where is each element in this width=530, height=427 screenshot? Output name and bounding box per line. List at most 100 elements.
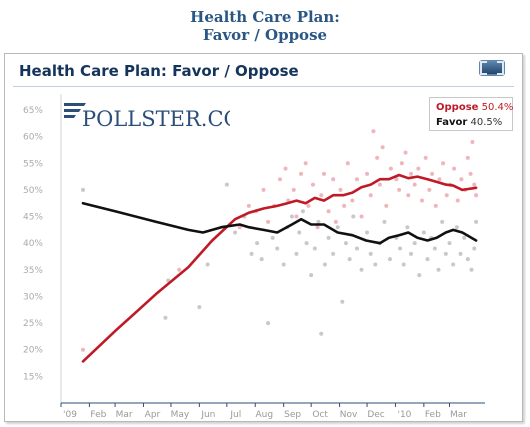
- poll-point-oppose: [441, 161, 446, 166]
- poll-point-favor: [80, 187, 85, 192]
- legend-name-oppose: Oppose: [436, 102, 479, 113]
- poll-point-favor: [197, 305, 202, 310]
- poll-point-oppose: [403, 150, 408, 155]
- poll-point-oppose: [375, 155, 380, 160]
- poll-point-favor: [354, 246, 359, 251]
- poll-point-oppose: [394, 177, 399, 182]
- poll-point-oppose: [326, 209, 331, 214]
- legend-item-oppose: Oppose 50.4%: [436, 100, 514, 115]
- poll-point-favor: [270, 235, 275, 240]
- poll-point-oppose: [380, 145, 385, 150]
- poll-point-oppose: [437, 177, 442, 182]
- poll-point-favor: [266, 321, 271, 326]
- poll-point-oppose: [468, 171, 473, 176]
- poll-point-favor: [205, 262, 210, 267]
- poll-point-oppose: [246, 203, 251, 208]
- x-tick-label: Dec: [367, 410, 384, 420]
- poll-point-oppose: [237, 225, 242, 230]
- legend-value-oppose: 50.4%: [481, 102, 514, 113]
- poll-point-oppose: [277, 177, 282, 182]
- poll-point-oppose: [283, 166, 288, 171]
- poll-point-favor: [409, 251, 414, 256]
- y-tick-label: 30%: [23, 292, 43, 302]
- poll-point-favor: [233, 230, 238, 235]
- poll-point-favor: [289, 214, 294, 219]
- poll-point-favor: [359, 267, 364, 272]
- x-tick-label: Feb: [425, 410, 441, 420]
- poll-point-oppose: [465, 155, 470, 160]
- legend-item-favor: Favor 40.5%: [436, 115, 512, 130]
- trend-chart: 15% 20% 25% 30% 35% 40% 45% 50% 55% 60% 65% '09 Feb M…: [23, 94, 485, 420]
- poll-point-favor: [340, 299, 345, 304]
- x-tick-label: Mar: [450, 410, 467, 420]
- poll-point-favor: [163, 315, 168, 320]
- poll-point-favor: [294, 251, 299, 256]
- poll-point-favor: [469, 267, 474, 272]
- poll-point-favor: [335, 225, 340, 230]
- poll-point-favor: [465, 257, 470, 262]
- x-tick-label: Apr: [145, 410, 161, 420]
- y-tick-label: 20%: [23, 346, 43, 356]
- poll-point-favor: [401, 262, 406, 267]
- poll-point-oppose: [412, 182, 417, 187]
- poll-point-oppose: [342, 203, 347, 208]
- poll-point-favor: [365, 230, 370, 235]
- x-tick-label: Aug: [255, 410, 273, 420]
- poll-point-favor: [319, 331, 324, 336]
- poll-point-oppose: [397, 187, 402, 192]
- x-tick-label: '09: [63, 410, 77, 420]
- poll-point-oppose: [406, 193, 411, 198]
- poll-point-oppose: [455, 198, 460, 203]
- x-tick-label: Mar: [116, 410, 133, 420]
- poll-point-oppose: [423, 155, 428, 160]
- page-heading-line-2: Favor / Oppose: [202, 26, 328, 44]
- poll-point-oppose: [319, 193, 324, 198]
- x-tick-label: May: [171, 410, 190, 420]
- poll-point-oppose: [354, 177, 359, 182]
- poll-point-oppose: [474, 193, 479, 198]
- poll-point-favor: [417, 273, 422, 278]
- y-tick-label: 25%: [23, 319, 43, 329]
- poll-point-favor: [443, 251, 448, 256]
- poll-point-favor: [425, 257, 430, 262]
- poll-point-favor: [447, 241, 452, 246]
- poll-point-favor: [440, 219, 445, 224]
- poll-point-oppose: [310, 182, 315, 187]
- poll-point-favor: [300, 209, 305, 214]
- poll-point-favor: [368, 251, 373, 256]
- poll-point-favor: [462, 235, 467, 240]
- poll-point-favor: [304, 241, 309, 246]
- poll-point-favor: [224, 182, 229, 187]
- x-tick-label: Jun: [200, 410, 215, 420]
- poll-point-favor: [472, 246, 477, 251]
- poll-point-oppose: [371, 129, 376, 134]
- poll-point-oppose: [338, 187, 343, 192]
- poll-point-oppose: [409, 171, 414, 176]
- legend: Oppose 50.4% Favor 40.5%: [429, 97, 513, 131]
- poll-point-favor: [458, 251, 463, 256]
- poll-point-oppose: [306, 203, 311, 208]
- poll-point-oppose: [444, 193, 449, 198]
- poll-point-favor: [312, 246, 317, 251]
- poll-point-oppose: [331, 177, 336, 182]
- poll-point-oppose: [368, 193, 373, 198]
- poll-point-oppose: [420, 198, 425, 203]
- poll-point-favor: [421, 230, 426, 235]
- poll-point-oppose: [416, 166, 421, 171]
- poll-point-favor: [451, 262, 456, 267]
- poll-point-oppose: [470, 139, 475, 144]
- y-tick-label: 45%: [23, 213, 43, 223]
- logo-text: POLLSTER.COM: [82, 107, 230, 130]
- trend-line-favor: [81, 201, 478, 245]
- expand-window-icon[interactable]: [479, 60, 505, 76]
- poll-point-oppose: [177, 267, 182, 272]
- poll-point-oppose: [345, 161, 350, 166]
- poll-point-oppose: [350, 198, 355, 203]
- y-tick-label: 35%: [23, 266, 43, 276]
- page-heading-line-1: Health Care Plan:: [190, 8, 340, 26]
- poll-point-favor: [255, 241, 260, 246]
- poll-point-oppose: [472, 182, 477, 187]
- poll-point-favor: [326, 235, 331, 240]
- poll-point-oppose: [359, 214, 364, 219]
- poll-point-oppose: [459, 177, 464, 182]
